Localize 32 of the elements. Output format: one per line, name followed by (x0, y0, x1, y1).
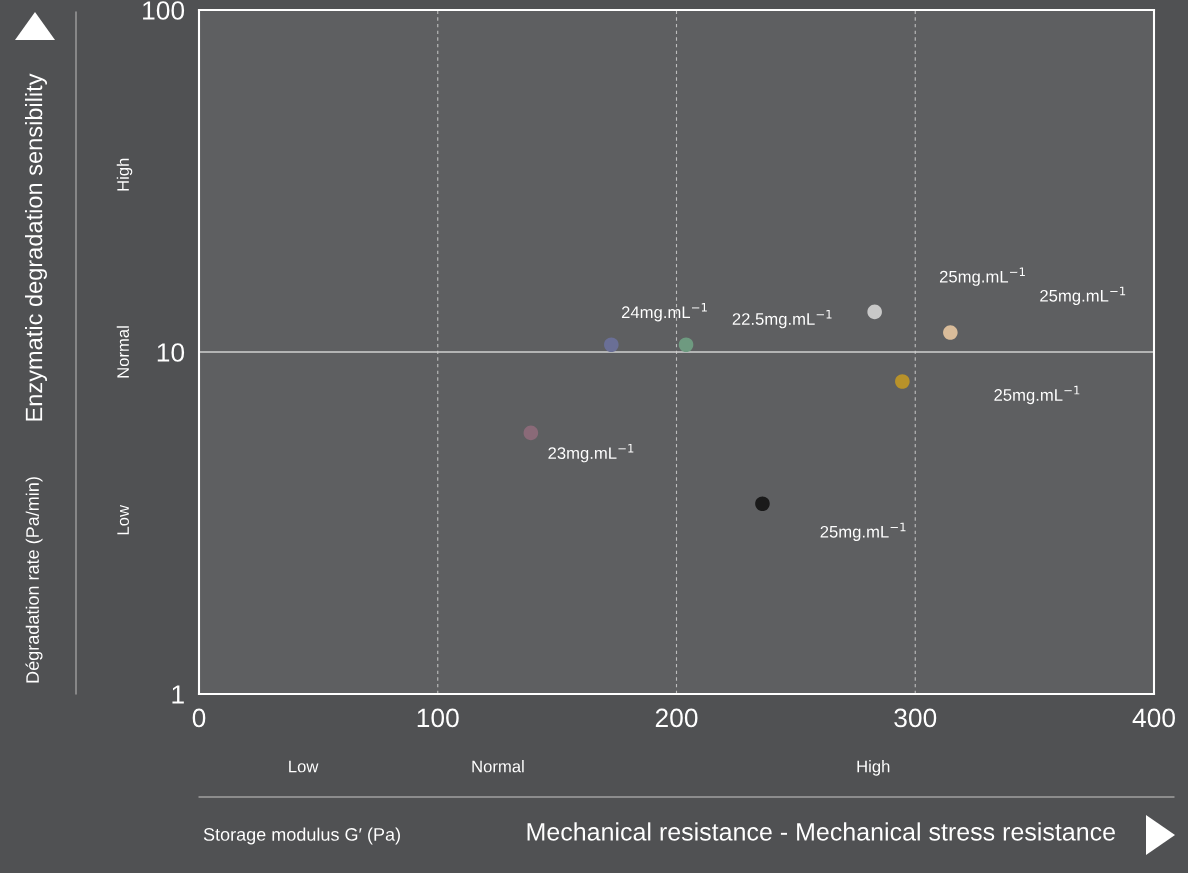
x-tick-label: 300 (894, 708, 937, 728)
point (867, 304, 882, 320)
text: High (857, 760, 890, 776)
text: Storage modulus G′ (Pa) (203, 827, 400, 845)
annotation: 25mg.mL$^{−1}$ (994, 385, 1080, 405)
text: Low (289, 760, 319, 773)
y-tick-label: 1 (172, 685, 184, 704)
point (943, 325, 958, 340)
x-tick-label: 100 (417, 708, 459, 728)
annotation: 22.5mg.mL$^{−1}$ (732, 309, 832, 329)
point (895, 374, 910, 389)
x-tick-label: 0 (192, 708, 206, 728)
y-tick-label: 100 (143, 1, 185, 20)
text: High (116, 158, 133, 191)
point (678, 337, 694, 353)
point (755, 496, 770, 512)
x-tick-label: 200 (655, 708, 698, 728)
text: Enzymatic degradation sensibility (25, 73, 47, 421)
point (523, 425, 539, 441)
text: Dégradation rate (Pa/min) (25, 477, 43, 683)
annotation: 23mg.mL$^{−1}$ (548, 443, 634, 463)
y-tick-label: 10 (157, 343, 185, 362)
x-tick-label: 400 (1132, 708, 1175, 728)
text: Normal (472, 760, 524, 773)
text: Normal (116, 326, 129, 378)
annotation: 25mg.mL$^{−1}$ (1040, 286, 1126, 306)
annotation: 25mg.mL$^{−1}$ (820, 522, 906, 541)
text: Low (117, 504, 129, 535)
annotation: 25mg.mL$^{−1}$ (939, 267, 1025, 286)
annotation: 24mg.mL$^{−1}$ (621, 303, 707, 322)
point (604, 337, 619, 353)
text: Mechanical resistance - Mechanical stress resistance (527, 822, 1115, 841)
